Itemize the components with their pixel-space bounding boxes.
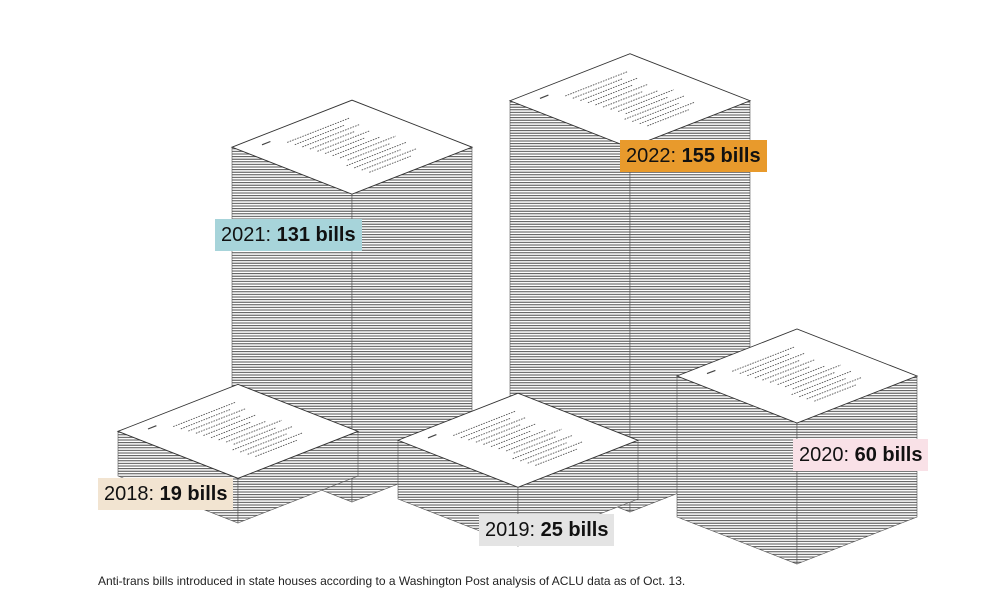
page-text-line: [347, 142, 391, 161]
label-separator: :: [148, 483, 160, 505]
page-text-line: [218, 420, 267, 441]
label-value: 131 bills: [276, 224, 356, 246]
value-label-2018: 2018: 19 bills: [98, 478, 234, 510]
label-value: 19 bills: [159, 483, 228, 505]
label-year: 2019: [485, 519, 530, 541]
page-text-line: [505, 428, 562, 452]
page-text-line: [784, 364, 841, 388]
page-text-line: [632, 102, 679, 122]
page-text-lines-2019: [427, 410, 583, 466]
label-separator: :: [529, 519, 541, 541]
page-text-line: [483, 423, 537, 445]
page-text-line: [639, 101, 695, 125]
page-text-line: [354, 149, 401, 169]
page-header-mark: [706, 369, 716, 375]
label-value: 60 bills: [854, 444, 923, 466]
stack-top-page-2018: [116, 383, 360, 479]
page-text-line: [302, 123, 360, 148]
label-year: 2018: [104, 483, 149, 505]
page-text-line: [188, 408, 246, 432]
page-text-line: [762, 359, 816, 381]
page-text-lines-2020: [706, 346, 862, 402]
label-separator: :: [670, 145, 682, 167]
page-text-line: [180, 409, 231, 430]
page-text-line: [255, 439, 297, 457]
stack-2018: [116, 383, 360, 524]
page-text-line: [799, 378, 846, 398]
page-text-line: [294, 124, 345, 146]
stack-top-page-2021: [230, 99, 474, 195]
page-text-line: [572, 78, 623, 99]
page-text-line: [625, 96, 669, 115]
page-text-line: [732, 346, 795, 372]
page-text-line: [814, 384, 856, 402]
page-text-line: [498, 429, 547, 450]
page-header-mark: [539, 94, 549, 99]
page-text-line: [173, 401, 236, 428]
page-text-line: [339, 135, 396, 159]
page-text-line: [595, 83, 649, 106]
stack-top-page-2020: [675, 328, 919, 424]
page-text-line: [332, 136, 381, 157]
page-text-line: [361, 148, 417, 171]
label-year: 2020: [799, 444, 844, 466]
stack-top-page-2022: [508, 53, 752, 149]
page-text-lines-2022: [539, 71, 695, 127]
stacks-layer: [116, 53, 919, 565]
page-text-line: [535, 448, 577, 466]
label-value: 25 bills: [540, 519, 609, 541]
value-label-2021: 2021: 131 bills: [215, 219, 362, 251]
page-text-line: [610, 90, 659, 110]
page-text-line: [565, 71, 628, 97]
chart-caption: Anti-trans bills introduced in state hou…: [98, 574, 686, 588]
page-text-line: [324, 137, 365, 154]
page-text-line: [769, 366, 810, 383]
page-text-line: [210, 421, 251, 439]
page-header-mark: [147, 425, 157, 430]
page-text-line: [287, 117, 350, 143]
value-label-2020: 2020: 60 bills: [793, 439, 929, 471]
label-separator: :: [265, 224, 277, 246]
page-header-mark: [427, 434, 437, 439]
page-text-line: [520, 442, 567, 462]
page-text-line: [792, 371, 836, 390]
page-text-line: [247, 432, 303, 455]
label-value: 155 bills: [681, 145, 761, 167]
value-label-2022: 2022: 155 bills: [620, 140, 767, 172]
page-text-line: [739, 353, 790, 374]
label-year: 2021: [221, 224, 266, 246]
value-label-2019: 2019: 25 bills: [479, 514, 615, 546]
page-text-line: [617, 89, 674, 112]
page-text-line: [453, 410, 516, 436]
page-text-line: [602, 91, 643, 108]
page-text-line: [460, 417, 511, 439]
stack-top-page-2019: [396, 392, 640, 488]
label-separator: :: [843, 444, 855, 466]
page-text-line: [317, 130, 371, 152]
page-text-line: [777, 365, 826, 386]
page-header-mark: [261, 140, 271, 146]
page-text-line: [233, 427, 277, 445]
page-text-line: [369, 155, 411, 173]
page-text-lines-2018: [147, 401, 303, 457]
page-text-line: [203, 414, 257, 436]
page-text-line: [490, 430, 531, 448]
page-text-line: [468, 417, 526, 441]
page-text-line: [647, 109, 689, 127]
page-text-lines-2021: [261, 117, 417, 173]
page-text-line: [240, 433, 287, 453]
page-text-line: [806, 377, 862, 400]
page-text-line: [527, 441, 583, 464]
page-text-line: [225, 419, 282, 443]
page-text-line: [747, 352, 805, 377]
page-text-line: [580, 77, 638, 101]
page-text-line: [513, 436, 557, 454]
label-year: 2022: [626, 145, 671, 167]
